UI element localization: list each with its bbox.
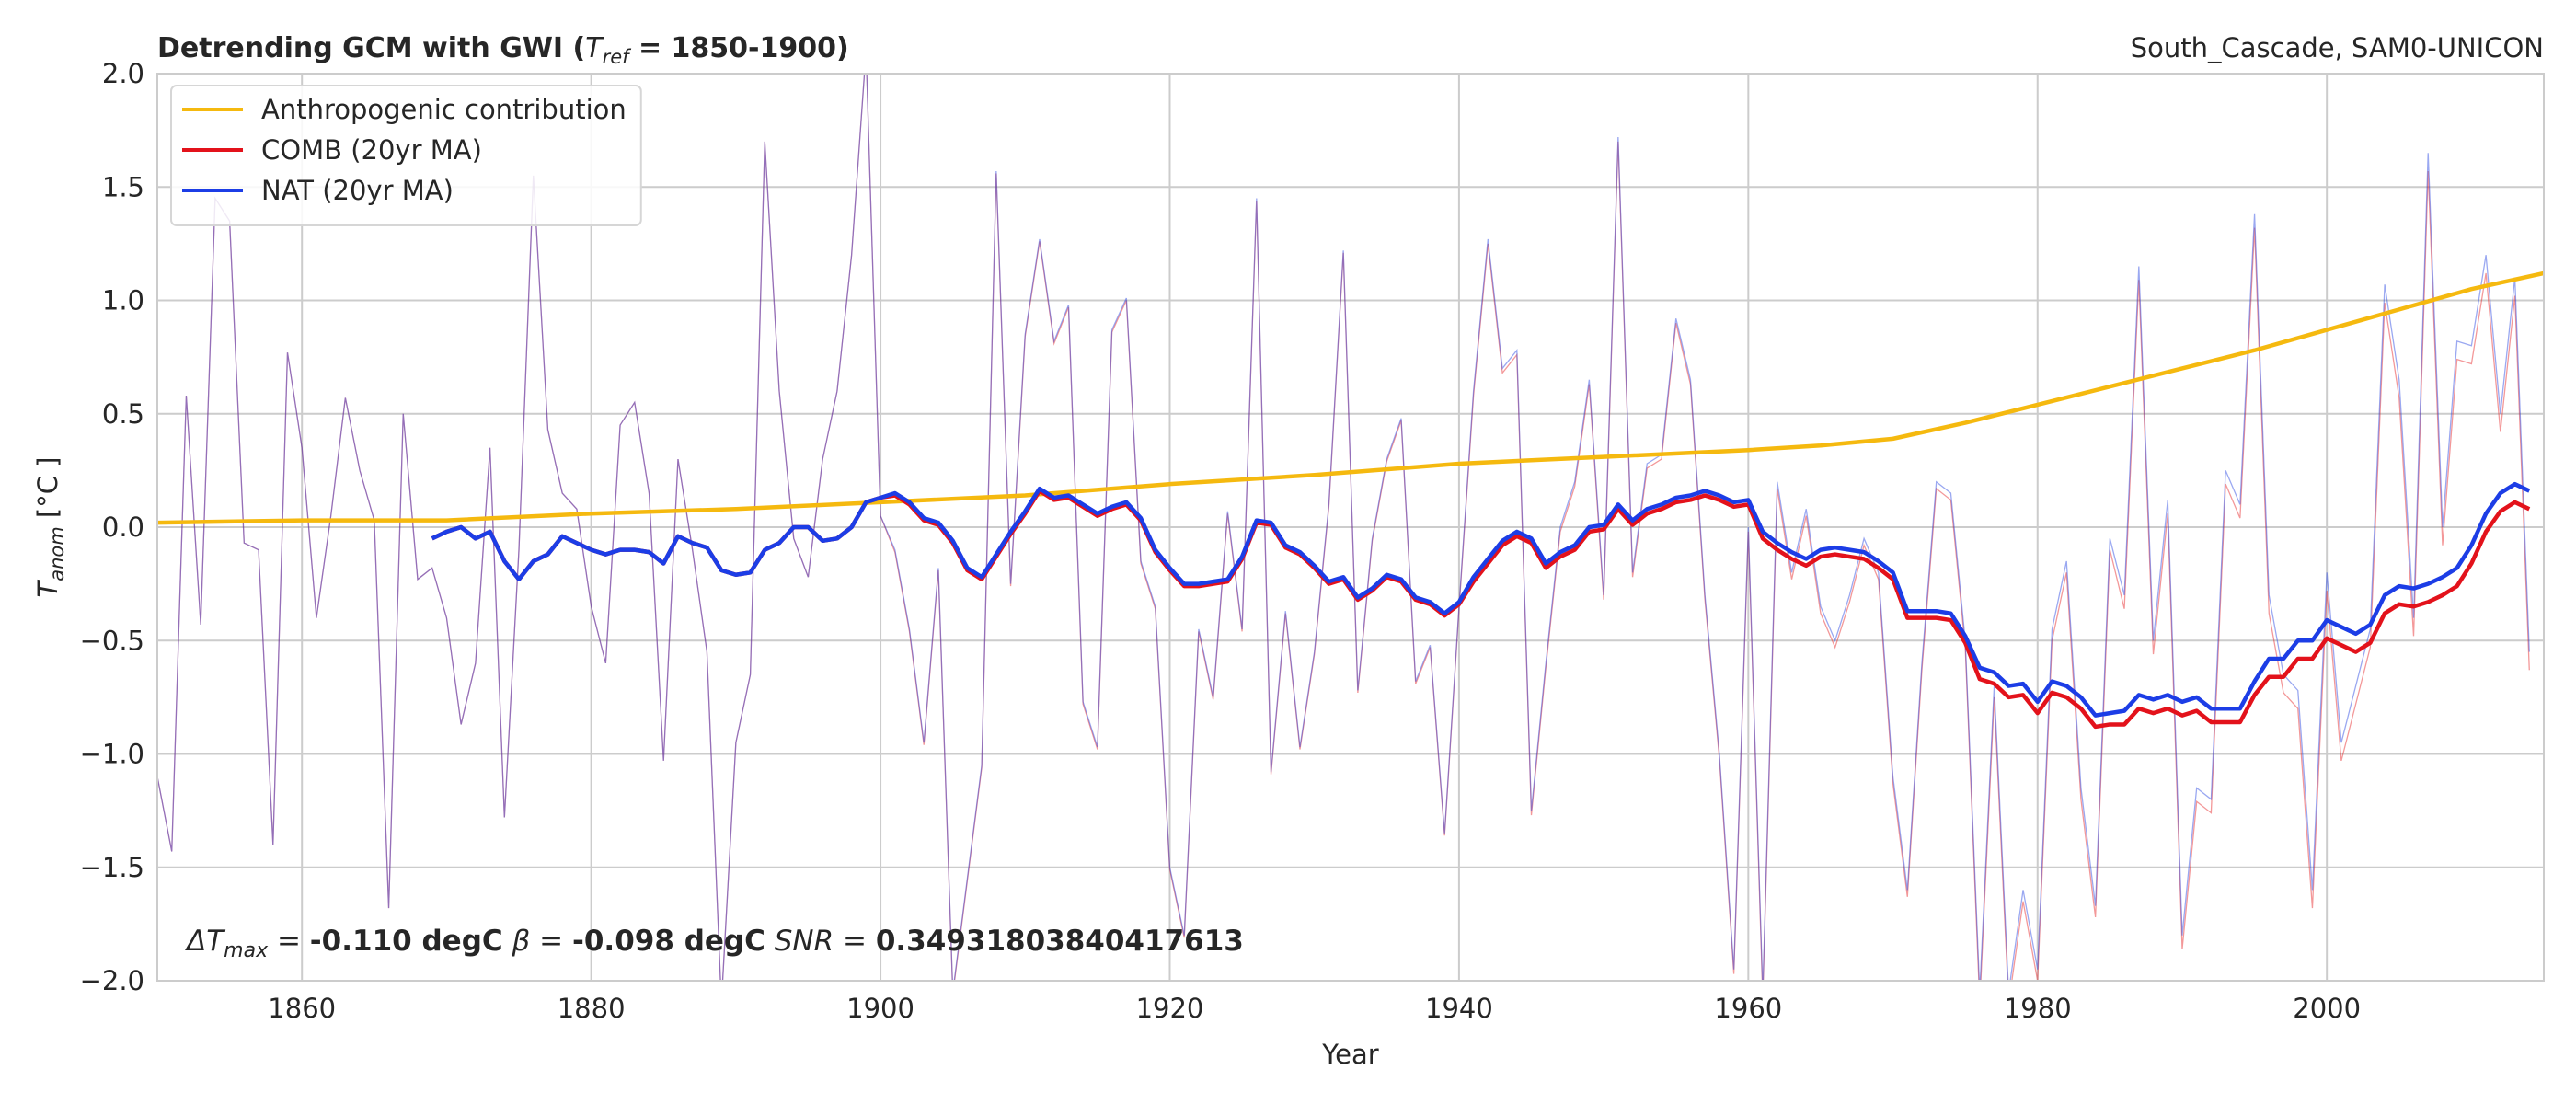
legend-box [170,85,642,226]
x-tick-label: 1860 [268,993,336,1024]
legend-label: Anthropogenic contribution [261,94,627,125]
y-tick-label: 1.0 [102,285,144,316]
title-part: Detrending GCM with GWI ( [157,32,585,64]
annotation-part: = [268,925,310,958]
series-line [431,481,2531,718]
legend-label: NAT (20yr MA) [261,175,454,206]
y-tick-label: 1.5 [102,171,144,202]
y-axis-label: Tanom [°C ] [32,456,68,597]
x-tick-label: 1880 [558,993,626,1024]
series-line [157,270,2544,525]
x-tick-label: 1920 [1136,993,1204,1024]
y-label-part: T [32,580,63,598]
annotation-part: β [503,925,531,958]
x-tick-label: 1980 [2004,993,2072,1024]
annotation-part: -0.110 degC [310,925,503,958]
annotation-part: 0.34931803840417613 [876,925,1244,958]
annotation-part: ΔT [185,925,225,958]
x-tick-label: 1900 [846,993,914,1024]
y-label-part: anom [46,526,68,581]
lines [157,74,2544,981]
y-tick-label: −1.0 [80,739,144,770]
y-tick-label: 0.5 [102,398,144,430]
x-tick-label: 1940 [1425,993,1493,1024]
annotation-part: = [530,925,572,958]
annotation: ΔTmax = -0.110 degC β = -0.098 degC SNR … [185,925,1244,962]
chart-title: Detrending GCM with GWI (Tref = 1850-190… [157,32,849,68]
x-tick-label: 2000 [2293,993,2361,1024]
annotation-part: -0.098 degC [572,925,765,958]
y-tick-label: 2.0 [102,58,144,89]
x-tick-label: 1960 [1714,993,1782,1024]
ticks: −2.0 −1.5 −1.0 −0.5 0.0 0.5 1.0 1.5 2.0 1860 1880 1… [80,58,2362,1024]
plot-frame [156,73,2545,982]
y-tick-label: −0.5 [80,625,144,656]
annotation-part: = [834,925,876,958]
annual-line [157,74,2530,981]
y-tick-label: −2.0 [80,965,144,996]
title-part: ref [603,46,633,68]
legend: Anthropogenic contribution COMB (20yr MA)… [170,85,642,226]
x-axis-label: Year [1321,1039,1378,1070]
y-label-part: [°C ] [32,456,63,526]
annotation-part: SNR [765,925,834,958]
y-tick-label: 0.0 [102,512,144,543]
annotation-part: max [224,939,269,962]
title-part: T [585,32,604,64]
annual-line [157,74,2530,981]
legend-label: COMB (20yr MA) [261,134,482,166]
y-tick-label: −1.5 [80,852,144,883]
title-part: = 1850-1900) [629,32,849,64]
chart-subtitle: South_Cascade, SAM0-UNICON [2131,32,2544,63]
